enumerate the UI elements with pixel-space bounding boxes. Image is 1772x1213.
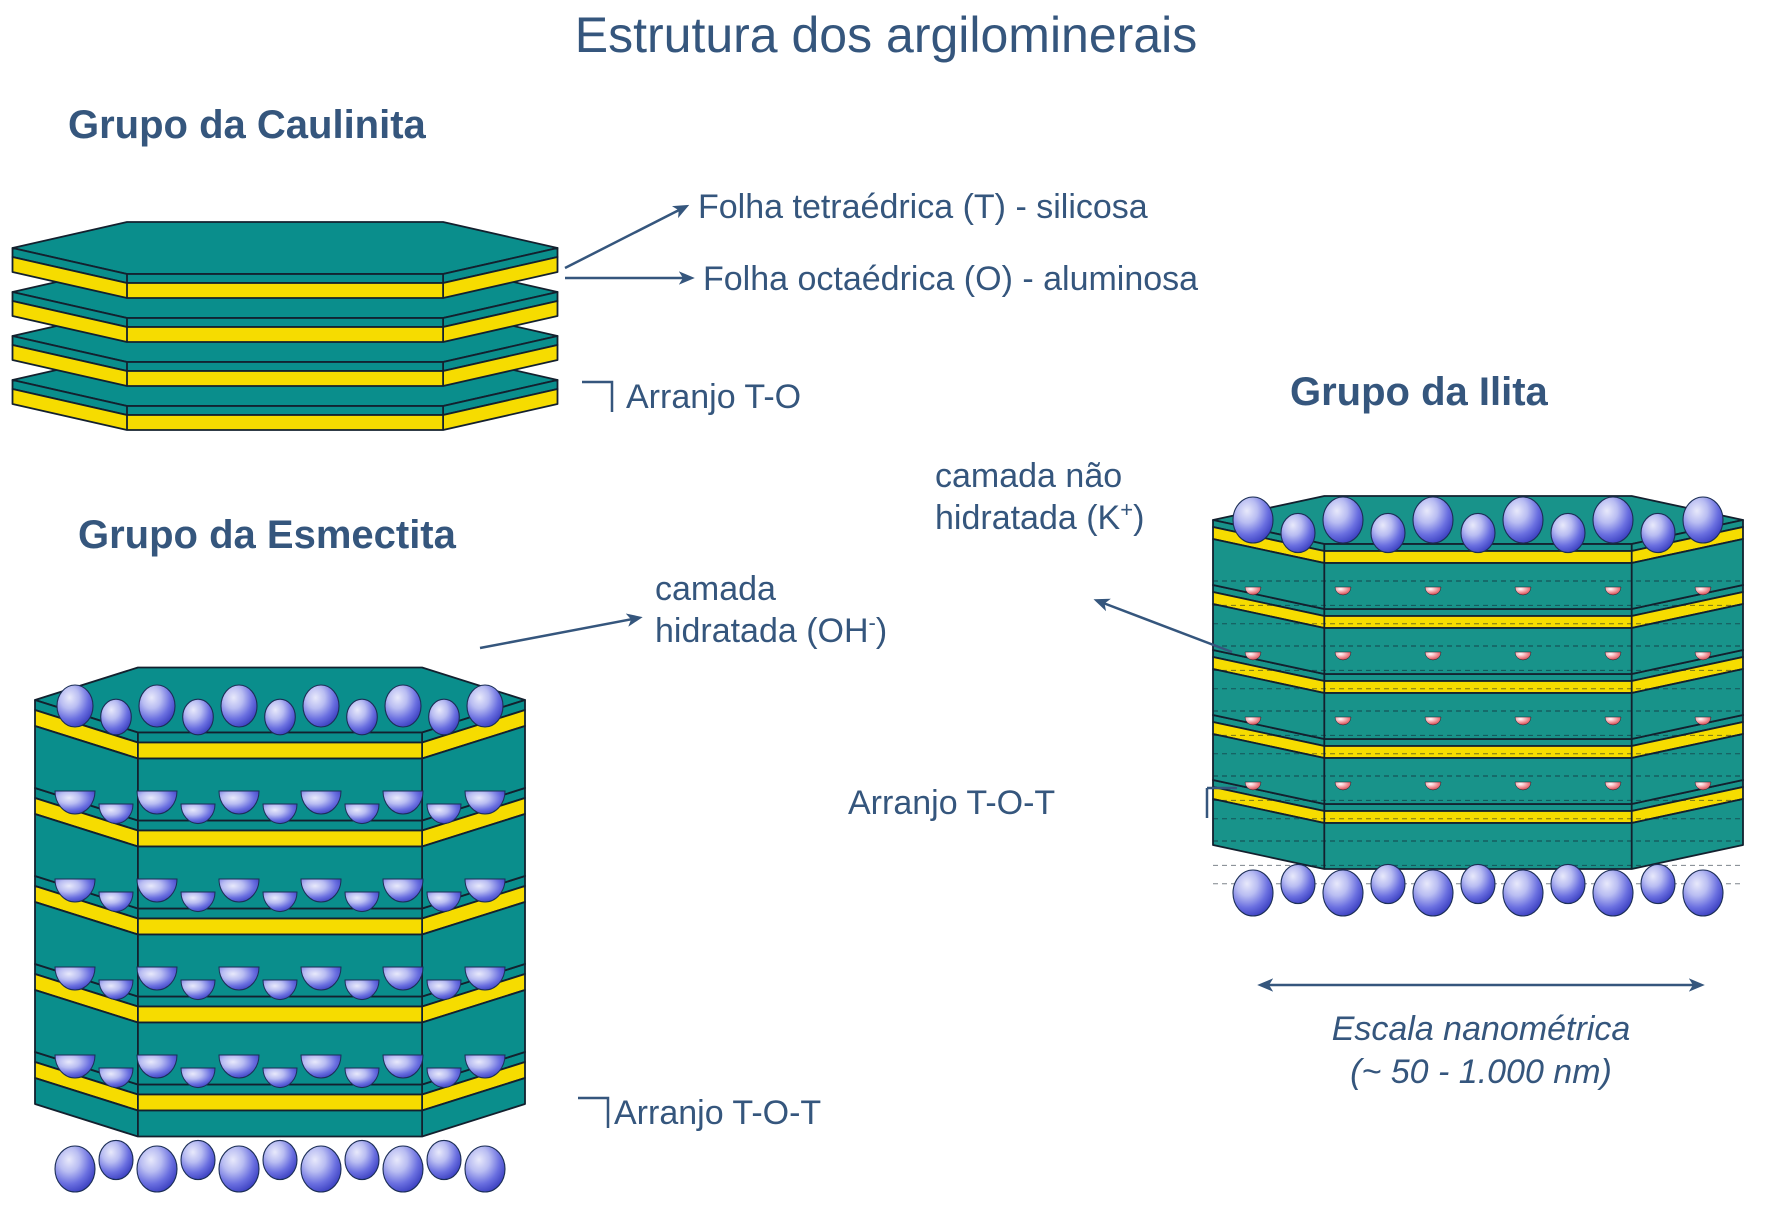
svg-text:Grupo da Ilita: Grupo da Ilita — [1290, 370, 1549, 414]
svg-text:camada: camada — [655, 570, 776, 608]
svg-text:Arranjo T-O-T: Arranjo T-O-T — [848, 784, 1055, 822]
svg-text:hidratada (K+): hidratada (K+) — [935, 497, 1144, 538]
svg-text:(~ 50 - 1.000 nm): (~ 50 - 1.000 nm) — [1350, 1053, 1612, 1091]
svg-text:hidratada (OH-): hidratada (OH-) — [655, 610, 887, 651]
svg-text:Escala nanométrica: Escala nanométrica — [1332, 1010, 1631, 1048]
svg-text:Folha octaédrica (O) - alumino: Folha octaédrica (O) - aluminosa — [703, 260, 1198, 298]
svg-text:Arranjo T-O-T: Arranjo T-O-T — [614, 1094, 821, 1132]
svg-text:Estrutura dos argilominerais: Estrutura dos argilominerais — [575, 7, 1198, 63]
svg-text:camada não: camada não — [935, 457, 1122, 495]
svg-text:Folha tetraédrica (T) - silico: Folha tetraédrica (T) - silicosa — [698, 188, 1148, 226]
svg-text:Grupo da Esmectita: Grupo da Esmectita — [78, 513, 457, 557]
svg-text:Arranjo T-O: Arranjo T-O — [626, 378, 801, 416]
svg-text:Grupo da Caulinita: Grupo da Caulinita — [68, 103, 427, 147]
